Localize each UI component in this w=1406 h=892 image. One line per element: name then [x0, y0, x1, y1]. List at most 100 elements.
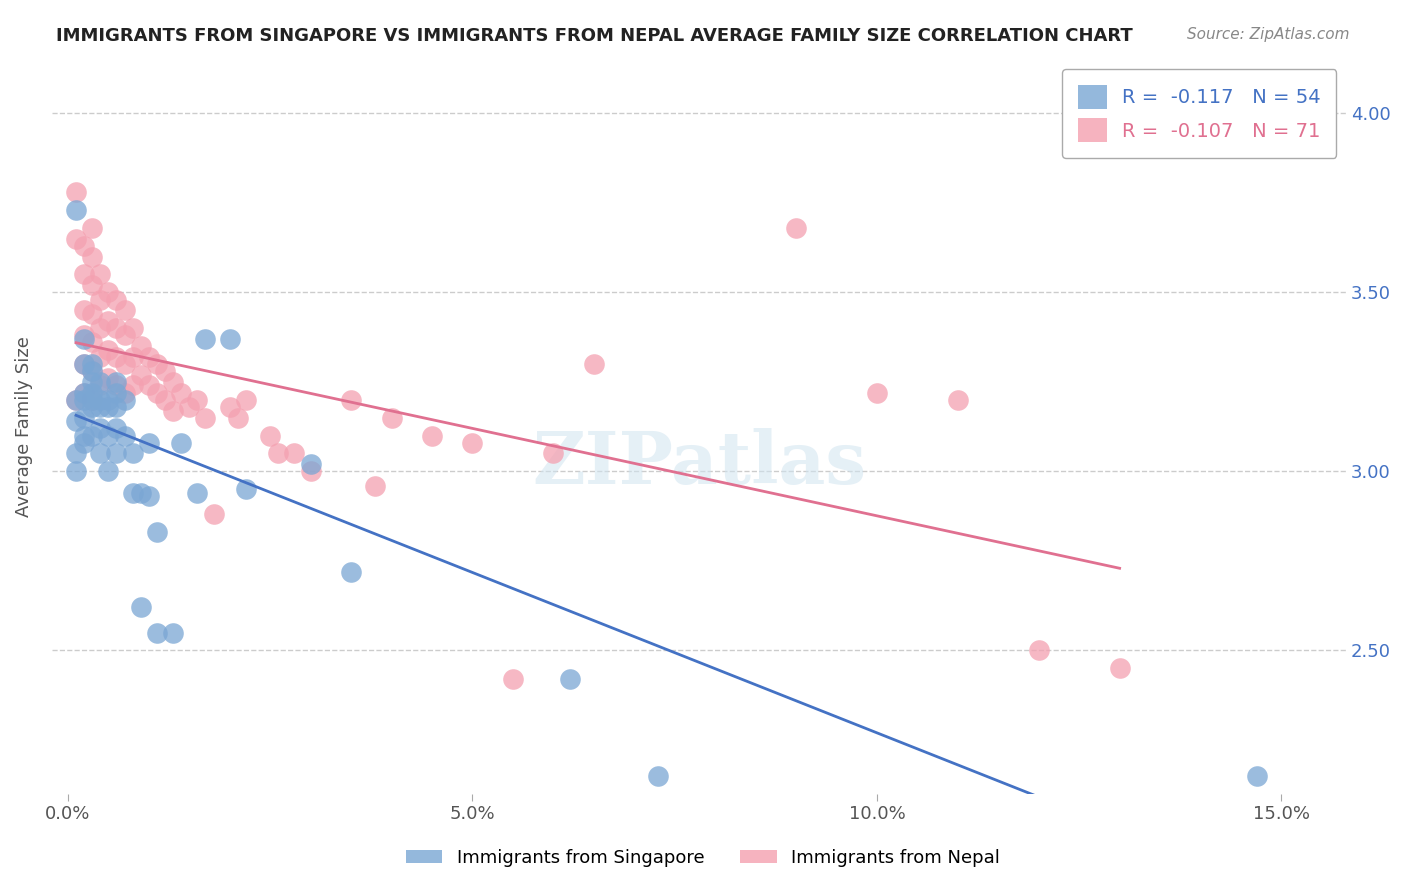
Point: [105, 321, 128, 335]
Point: [153, 364, 176, 378]
Point: [558, 672, 581, 686]
Point: [82, 392, 104, 407]
Point: [121, 321, 143, 335]
Point: [65, 232, 87, 246]
Point: [114, 303, 136, 318]
Point: [153, 392, 176, 407]
Point: [105, 375, 128, 389]
Point: [1246, 769, 1268, 783]
Point: [194, 332, 217, 346]
Point: [129, 339, 152, 353]
Point: [162, 625, 184, 640]
Point: [283, 446, 305, 460]
Point: [121, 350, 143, 364]
Point: [82, 385, 104, 400]
Point: [73, 435, 96, 450]
Point: [73, 357, 96, 371]
Point: [170, 435, 193, 450]
Legend: Immigrants from Singapore, Immigrants from Nepal: Immigrants from Singapore, Immigrants fr…: [399, 842, 1007, 874]
Point: [582, 357, 605, 371]
Point: [82, 220, 104, 235]
Point: [946, 392, 969, 407]
Point: [65, 202, 87, 217]
Point: [89, 421, 111, 435]
Point: [866, 385, 889, 400]
Point: [97, 428, 120, 442]
Point: [97, 343, 120, 357]
Point: [82, 364, 104, 378]
Point: [89, 446, 111, 460]
Point: [299, 464, 322, 478]
Point: [186, 486, 208, 500]
Text: Source: ZipAtlas.com: Source: ZipAtlas.com: [1187, 27, 1350, 42]
Point: [73, 392, 96, 407]
Point: [647, 769, 669, 783]
Point: [105, 400, 128, 414]
Point: [146, 385, 169, 400]
Point: [785, 220, 807, 235]
Point: [129, 486, 152, 500]
Point: [114, 328, 136, 343]
Point: [114, 385, 136, 400]
Point: [1108, 661, 1130, 675]
Point: [82, 392, 104, 407]
Point: [340, 392, 363, 407]
Point: [97, 314, 120, 328]
Point: [89, 378, 111, 392]
Point: [82, 364, 104, 378]
Point: [105, 385, 128, 400]
Point: [65, 414, 87, 428]
Point: [89, 392, 111, 407]
Point: [162, 403, 184, 417]
Point: [65, 185, 87, 199]
Point: [89, 268, 111, 282]
Point: [121, 486, 143, 500]
Point: [89, 321, 111, 335]
Point: [105, 350, 128, 364]
Point: [97, 400, 120, 414]
Point: [97, 464, 120, 478]
Point: [89, 375, 111, 389]
Point: [138, 490, 160, 504]
Point: [129, 600, 152, 615]
Point: [138, 378, 160, 392]
Point: [218, 332, 240, 346]
Point: [82, 400, 104, 414]
Point: [73, 357, 96, 371]
Point: [73, 239, 96, 253]
Point: [89, 293, 111, 307]
Point: [179, 400, 201, 414]
Point: [82, 335, 104, 350]
Point: [146, 525, 169, 540]
Point: [82, 278, 104, 293]
Point: [170, 385, 193, 400]
Point: [73, 428, 96, 442]
Point: [146, 625, 169, 640]
Point: [138, 435, 160, 450]
Point: [267, 446, 290, 460]
Point: [105, 378, 128, 392]
Point: [65, 446, 87, 460]
Point: [259, 428, 281, 442]
Point: [73, 303, 96, 318]
Point: [235, 483, 257, 497]
Point: [380, 410, 402, 425]
Point: [420, 428, 443, 442]
Legend: R =  -0.117   N = 54, R =  -0.107   N = 71: R = -0.117 N = 54, R = -0.107 N = 71: [1062, 70, 1337, 158]
Point: [82, 307, 104, 321]
Point: [73, 385, 96, 400]
Point: [82, 428, 104, 442]
Point: [502, 672, 524, 686]
Point: [114, 357, 136, 371]
Point: [105, 421, 128, 435]
Point: [162, 375, 184, 389]
Point: [65, 392, 87, 407]
Point: [82, 375, 104, 389]
Text: IMMIGRANTS FROM SINGAPORE VS IMMIGRANTS FROM NEPAL AVERAGE FAMILY SIZE CORRELATI: IMMIGRANTS FROM SINGAPORE VS IMMIGRANTS …: [56, 27, 1133, 45]
Point: [89, 400, 111, 414]
Point: [65, 392, 87, 407]
Point: [105, 446, 128, 460]
Point: [73, 268, 96, 282]
Point: [218, 400, 240, 414]
Point: [299, 457, 322, 471]
